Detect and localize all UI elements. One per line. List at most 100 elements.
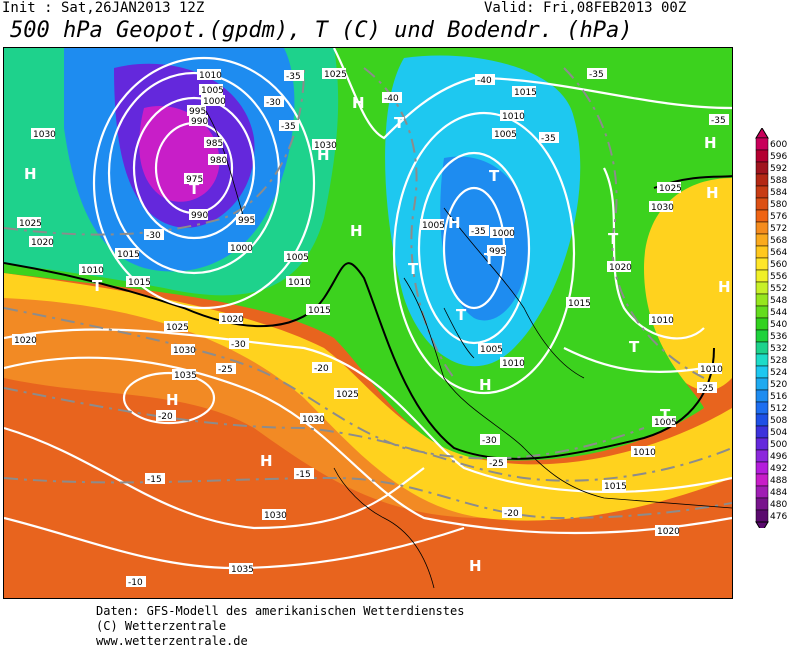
svg-text:-20: -20 [314,364,329,374]
scale-label: 596 [770,152,787,162]
isobar [333,48,732,140]
svg-text:-30: -30 [231,340,246,350]
pressure-label: 990 [189,209,208,221]
svg-text:1025: 1025 [659,184,682,194]
svg-text:1015: 1015 [128,278,151,288]
pressure-label: 1010 [500,110,525,122]
svg-text:1010: 1010 [502,359,525,369]
svg-text:1005: 1005 [422,221,445,231]
contour-552 [4,262,715,460]
svg-text:1035: 1035 [231,565,254,575]
svg-text:1020: 1020 [221,315,244,325]
scale-label: 484 [770,488,787,498]
scale-label: 576 [770,212,787,222]
pressure-label: 1010 [698,363,723,375]
isobar [392,111,576,395]
temp-label: -40 [382,92,402,104]
svg-text:975: 975 [186,175,203,185]
pressure-label: 1005 [478,343,503,355]
svg-text:1015: 1015 [514,88,537,98]
scale-swatch [755,401,769,415]
scale-swatch [755,341,769,355]
svg-text:1010: 1010 [633,448,656,458]
svg-text:1010: 1010 [288,278,311,288]
pressure-label: 1000 [228,242,253,254]
deep-orange-zone [4,378,732,598]
scale-label: 512 [770,404,787,414]
pressure-label: 1015 [566,297,591,309]
svg-text:985: 985 [206,139,223,149]
coastline-scandinavia [443,207,585,379]
pressure-label: 1020 [607,261,632,273]
footer-url[interactable]: www.wetterzentrale.de [96,634,248,648]
svg-text:-25: -25 [699,384,714,394]
svg-text:1030: 1030 [264,511,287,521]
svg-text:-15: -15 [296,470,311,480]
svg-text:-20: -20 [158,412,173,422]
temp-label: -35 [469,225,489,237]
pressure-label: 1000 [201,95,226,107]
low-marker: T [92,277,103,295]
svg-text:1025: 1025 [166,323,189,333]
pressure-label: 1020 [655,525,680,537]
scale-swatch [755,149,769,163]
pressure-label: 1030 [31,128,56,140]
scale-swatch [755,485,769,499]
high-marker: H [718,278,731,296]
color-scale-legend: 600 596 592 588 584 580 576 572 568 564 560 556 552 5… [755,127,791,533]
low-marker: T [484,250,495,268]
isobar [4,328,732,494]
temp-label: -25 [697,382,717,394]
pressure-label: 1010 [197,69,222,81]
coastline-iberia [333,467,435,589]
scale-label: 476 [770,512,787,522]
scale-swatch [755,449,769,463]
init-time: Init : Sat,26JAN2013 12Z [2,0,205,16]
scale-swatch [755,197,769,211]
temp-label: -25 [216,363,236,375]
pressure-label: 1010 [79,264,104,276]
pressure-label: 1015 [115,248,140,260]
scale-swatch [755,437,769,451]
svg-text:1010: 1010 [651,316,674,326]
scale-label: 580 [770,200,787,210]
scale-label: 560 [770,260,787,270]
svg-text:1025: 1025 [324,70,347,80]
isotherm [4,387,732,482]
coastlines [203,107,732,589]
svg-text:-15: -15 [147,475,162,485]
scale-swatch [755,185,769,199]
pressure-label: 1015 [602,480,627,492]
pressure-label: 1020 [219,313,244,325]
pressure-label: 1005 [492,128,517,140]
svg-text:1000: 1000 [492,229,515,239]
temp-label: -35 [587,68,607,80]
scale-swatch [755,305,769,319]
pressure-label: 1010 [500,357,525,369]
svg-text:1015: 1015 [604,482,627,492]
pressure-label: 1015 [306,304,331,316]
temp-label: -30 [480,434,500,446]
svg-text:1010: 1010 [81,266,104,276]
pressure-label: 1020 [12,334,37,346]
isobar [92,56,316,310]
svg-text:-35: -35 [589,70,604,80]
scale-swatch [755,173,769,187]
weather-map: 1010 1005 1000 995 990 985 980 975 990 9… [3,47,733,599]
svg-text:-30: -30 [482,436,497,446]
svg-text:1005: 1005 [480,345,503,355]
scale-label: 572 [770,224,787,234]
svg-text:-35: -35 [281,122,296,132]
scale-label: 588 [770,176,787,186]
svg-text:1000: 1000 [230,244,253,254]
temp-label: -10 [126,576,146,588]
pressure-label: 1020 [29,236,54,248]
svg-text:1025: 1025 [336,390,359,400]
scale-swatch [755,221,769,235]
svg-text:1030: 1030 [173,346,196,356]
isobar [4,356,732,535]
svg-text:1000: 1000 [203,97,226,107]
scale-swatch [755,497,769,511]
svg-text:1020: 1020 [657,527,680,537]
pressure-label: 975 [184,173,203,185]
